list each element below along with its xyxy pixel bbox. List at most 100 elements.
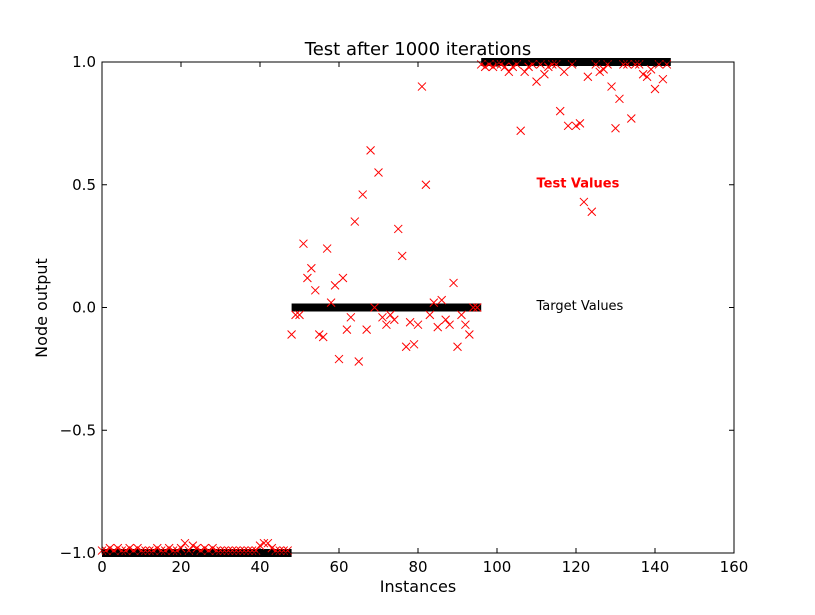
test-point <box>638 69 648 79</box>
test-point-marker <box>295 310 304 320</box>
test-point <box>310 285 320 295</box>
test-point-marker <box>532 77 541 86</box>
test-point-marker <box>350 217 360 226</box>
test-point-marker <box>433 322 443 332</box>
test-point-marker <box>650 84 660 94</box>
test-point-marker <box>389 315 399 325</box>
test-point-marker <box>607 82 616 91</box>
test-point-marker <box>575 119 585 128</box>
test-point <box>464 330 474 339</box>
test-point <box>346 312 356 322</box>
test-point <box>397 251 407 261</box>
test-point <box>409 339 419 349</box>
test-point <box>587 207 597 217</box>
test-point <box>607 82 616 91</box>
test-point <box>366 146 375 155</box>
test-point-marker <box>291 310 300 320</box>
test-point <box>417 82 427 91</box>
test-point-marker <box>152 543 162 553</box>
y-tick-label: 1.0 <box>72 53 96 71</box>
test-point <box>595 67 605 77</box>
test-point-marker <box>287 330 296 339</box>
test-point <box>579 197 589 207</box>
test-point <box>259 538 269 548</box>
test-point-marker <box>342 325 352 334</box>
test-point <box>382 320 391 330</box>
test-point-marker <box>318 332 328 342</box>
test-point-marker <box>615 94 624 104</box>
test-point <box>488 62 498 72</box>
chart-title: Test after 1000 iterations <box>304 39 531 60</box>
test-point-marker <box>366 146 375 155</box>
test-point-marker <box>267 543 277 553</box>
y-tick-label: 0.5 <box>72 176 96 194</box>
annotation-test-values: Test Values <box>537 176 620 191</box>
test-point-marker <box>401 342 411 352</box>
test-point <box>385 310 395 320</box>
test-point-marker <box>105 543 115 553</box>
test-point <box>508 62 518 72</box>
test-point <box>393 224 403 234</box>
test-point <box>303 273 312 283</box>
test-point-marker <box>472 303 482 312</box>
y-tick-label: 0.0 <box>72 299 96 317</box>
test-point <box>330 281 340 290</box>
test-point <box>646 65 656 74</box>
test-point-marker <box>543 62 553 72</box>
test-point <box>200 543 210 553</box>
test-point-marker <box>192 543 202 553</box>
test-point-marker <box>437 295 447 305</box>
test-point-marker <box>413 320 423 330</box>
test-point-marker <box>405 317 415 327</box>
test-point-marker <box>480 62 490 72</box>
test-point <box>626 114 636 123</box>
test-point <box>405 317 415 327</box>
test-point <box>532 77 541 86</box>
test-point <box>389 315 399 325</box>
test-point <box>540 69 549 79</box>
test-point <box>559 67 569 77</box>
test-point-marker <box>555 106 565 116</box>
x-axis-label: Instances <box>380 577 456 596</box>
test-point-marker <box>464 330 474 339</box>
test-point <box>453 342 462 352</box>
test-point <box>504 67 514 77</box>
test-point-marker <box>595 67 605 77</box>
x-tick-label: 20 <box>171 558 190 576</box>
test-point <box>318 332 328 342</box>
test-point <box>188 541 198 550</box>
test-point-marker <box>314 330 324 339</box>
test-point <box>555 106 565 116</box>
test-point <box>520 67 530 77</box>
test-point <box>413 320 423 330</box>
test-point <box>378 312 387 322</box>
test-point-marker <box>638 69 648 79</box>
test-point-marker <box>417 82 427 91</box>
test-point <box>125 543 135 553</box>
test-point <box>287 330 296 339</box>
test-point <box>650 84 660 94</box>
test-point-marker <box>393 224 403 234</box>
test-point <box>468 303 478 312</box>
test-point <box>263 538 273 548</box>
test-point <box>350 217 360 226</box>
test-point-marker <box>457 310 466 320</box>
test-point-marker <box>385 310 395 320</box>
test-point <box>611 123 620 133</box>
test-point <box>516 126 526 136</box>
test-point <box>441 315 451 325</box>
test-point-marker <box>125 543 135 553</box>
test-point-marker <box>461 320 470 330</box>
test-point-marker <box>310 285 320 295</box>
test-point-marker <box>180 538 190 548</box>
x-tick-label: 140 <box>641 558 670 576</box>
test-point-marker <box>421 180 431 190</box>
x-tick-label: 160 <box>720 558 749 576</box>
test-point-marker <box>330 281 340 290</box>
x-tick-label: 120 <box>562 558 591 576</box>
test-point-marker <box>326 298 336 307</box>
test-point-marker <box>453 342 462 352</box>
test-point <box>164 543 174 553</box>
test-point-marker <box>354 357 364 366</box>
